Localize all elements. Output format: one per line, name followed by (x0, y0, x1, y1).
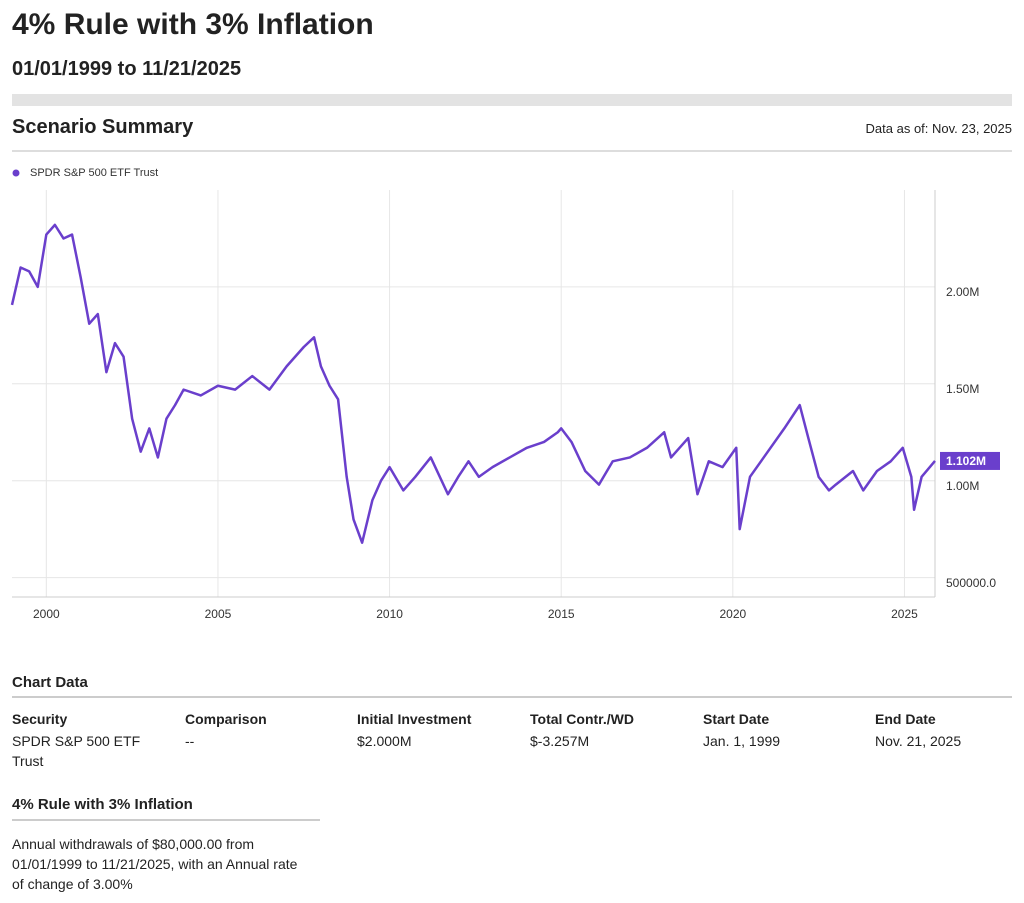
column-header: Initial Investment (357, 711, 472, 727)
table-cell: -- (185, 733, 195, 749)
table-cell: Jan. 1, 1999 (703, 733, 781, 749)
page-title: 4% Rule with 3% Inflation (12, 8, 374, 41)
divider (12, 150, 1012, 152)
x-tick-label: 2025 (891, 607, 918, 621)
chart: 2000 2005 2010 2015 2020 2025 500000.0 1.00M 1.5… (10, 167, 1000, 621)
column-header: Total Contr./WD (530, 711, 634, 727)
x-tick-label: 2015 (548, 607, 575, 621)
column-header: End Date (875, 711, 936, 727)
table-cell: Nov. 21, 2025 (875, 733, 962, 749)
data-line (10, 223, 936, 544)
table-cell: SPDR S&P 500 ETF Trust (12, 733, 141, 769)
divider-bar (12, 94, 1012, 106)
y-tick-label: 2.00M (946, 285, 979, 299)
column-header: Security (12, 711, 68, 727)
x-tick-label: 2000 (33, 607, 60, 621)
table-heading: Chart Data (12, 674, 88, 691)
legend-marker (12, 169, 20, 177)
column-header: Start Date (703, 711, 770, 727)
rule-text: Annual withdrawals of $80,000.00 from 01… (12, 836, 298, 892)
rule-heading: 4% Rule with 3% Inflation (12, 796, 193, 813)
x-tick-label: 2020 (719, 607, 746, 621)
x-tick-label: 2010 (376, 607, 403, 621)
as-of: Data as of: Nov. 23, 2025 (865, 121, 1012, 136)
page-subtitle: 01/01/1999 to 11/21/2025 (12, 58, 242, 80)
section-heading: Scenario Summary (12, 116, 194, 138)
divider (12, 819, 320, 821)
table-cell: $-3.257M (530, 733, 590, 749)
divider (12, 696, 1012, 698)
table-cell: $2.000M (357, 733, 412, 749)
legend-label: SPDR S&P 500 ETF Trust (30, 167, 158, 179)
y-tick-label: 1.50M (946, 382, 979, 396)
value-badge (940, 451, 1000, 470)
column-header: Comparison (185, 711, 267, 727)
value-label: 1.102M (946, 454, 986, 468)
y-tick-label: 1.00M (946, 479, 979, 493)
x-tick-label: 2005 (205, 607, 232, 621)
y-tick-label: 500000.0 (946, 576, 996, 590)
